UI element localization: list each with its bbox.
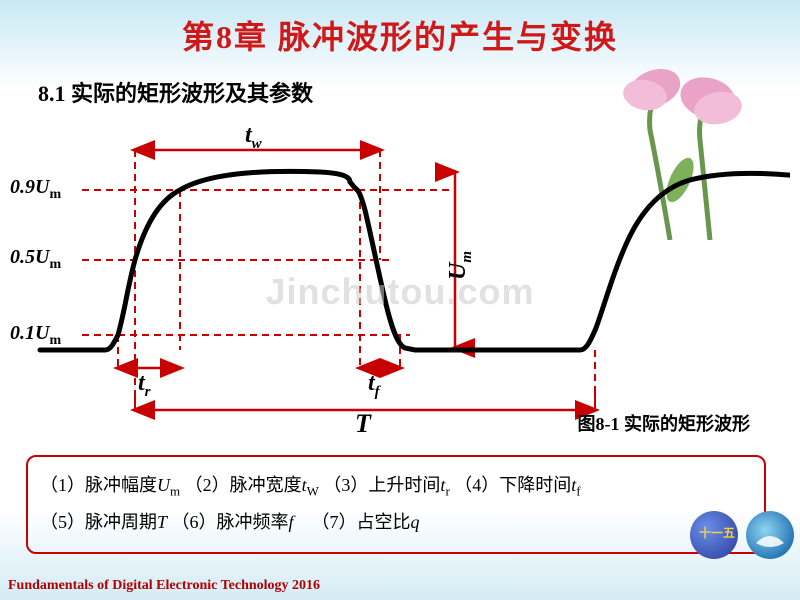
waveform-diagram: 0.9Um 0.5Um 0.1Um [10,110,790,440]
legend-row-2: （5）脉冲周期T （6）脉冲频率f （7）占空比q [40,504,752,542]
waveform-svg: tw tr tf T Um [10,110,790,440]
svg-text:tf: tf [368,370,382,400]
logos: 十一五 [686,511,794,564]
svg-text:tw: tw [245,122,263,152]
chapter-title: 第8章 脉冲波形的产生与变换 [0,0,800,58]
legend-row-1: （1）脉冲幅度Um （2）脉冲宽度tW （3）上升时间tr （4）下降时间tf [40,467,752,505]
footer-text: Fundamentals of Digital Electronic Techn… [8,578,320,594]
svg-text:Um: Um [445,251,475,280]
logo-1-icon: 十一五 [690,511,738,559]
y-label-01: 0.1Um [10,322,61,349]
legend-box: （1）脉冲幅度Um （2）脉冲宽度tW （3）上升时间tr （4）下降时间tf … [26,455,766,554]
y-label-05: 0.5Um [10,246,61,273]
svg-text:T: T [355,409,372,438]
logo-2-icon [746,511,794,559]
pulse-curve-2 [540,173,790,350]
svg-text:tr: tr [138,370,151,400]
section-title: 8.1 实际的矩形波形及其参数 [0,58,800,108]
y-label-09: 0.9Um [10,176,61,203]
figure-caption: 图8-1 实际的矩形波形 [578,410,751,436]
